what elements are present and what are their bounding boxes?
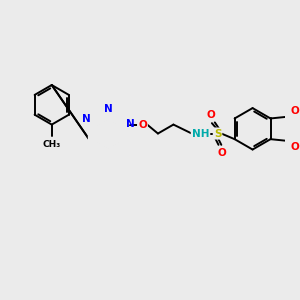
Text: N: N <box>126 118 135 129</box>
Text: N: N <box>82 114 91 124</box>
Text: O: O <box>138 120 147 130</box>
Text: N: N <box>104 104 112 114</box>
Text: O: O <box>290 142 299 152</box>
Text: O: O <box>290 106 299 116</box>
Text: NH: NH <box>192 128 209 139</box>
Text: N: N <box>104 103 112 113</box>
Text: CH₃: CH₃ <box>43 140 61 148</box>
Text: O: O <box>207 110 215 120</box>
Text: O: O <box>218 148 226 158</box>
Text: S: S <box>214 128 221 139</box>
